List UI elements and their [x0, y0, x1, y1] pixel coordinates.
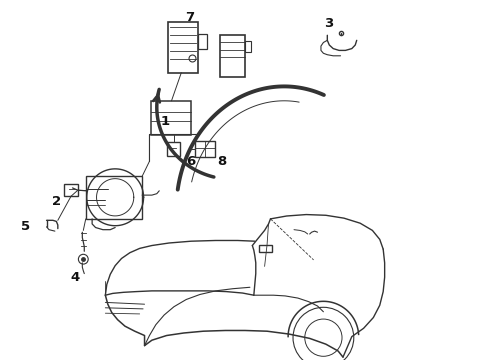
Bar	[167, 142, 180, 156]
Text: 3: 3	[324, 17, 333, 30]
Bar	[151, 101, 191, 135]
Text: 6: 6	[187, 155, 196, 168]
Bar	[64, 184, 78, 196]
Bar	[259, 245, 272, 252]
Text: 7: 7	[186, 11, 195, 24]
Text: 2: 2	[52, 195, 61, 208]
Text: 8: 8	[217, 155, 226, 168]
Bar	[198, 34, 207, 49]
Bar	[245, 41, 251, 52]
Text: 5: 5	[21, 220, 30, 233]
Text: 4: 4	[71, 271, 79, 284]
Text: 1: 1	[161, 115, 170, 128]
Bar	[220, 35, 245, 77]
Bar	[168, 22, 198, 73]
Bar	[86, 176, 142, 219]
Bar	[195, 141, 215, 157]
